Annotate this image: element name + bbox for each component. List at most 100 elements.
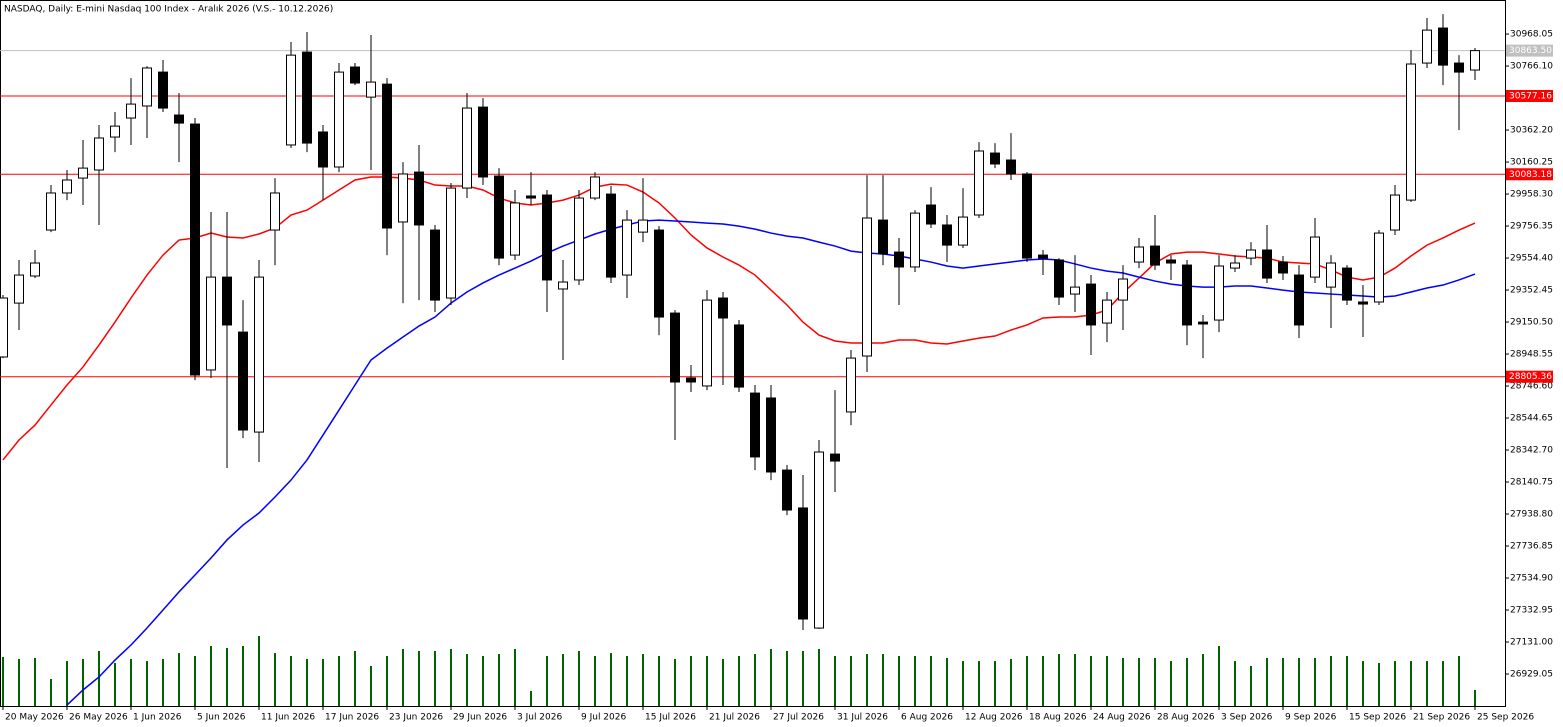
candle-body [334,71,344,168]
y-tick-label: 27736.85 [1510,542,1553,552]
y-tick-label: 27332.95 [1510,605,1553,615]
x-tick-label: 3 Sep 2026 [1221,713,1273,723]
candle-body [382,83,392,229]
candle-body [622,219,632,276]
candle-body [62,179,72,194]
candle-body [78,167,88,179]
candle-body [478,106,488,178]
candle-body [750,392,760,458]
candle-body [254,276,264,433]
y-tick-label: 27938.80 [1510,510,1553,520]
y-tick-label: 28746.60 [1510,382,1553,392]
x-tick-label: 1 Jun 2026 [133,713,182,723]
candle-body [1182,264,1192,326]
candle-body [126,103,136,119]
candle-body [286,54,296,146]
candle-body [30,262,40,277]
candle-body [1454,62,1464,73]
candle-body [942,224,952,246]
candle-body [1198,321,1208,325]
x-tick-label: 23 Jun 2026 [389,713,443,723]
candle-body [670,312,680,383]
y-tick-label: 26929.05 [1510,669,1553,679]
x-tick-label: 3 Jul 2026 [517,713,562,723]
candle-body [1086,283,1096,326]
candle-body [398,173,408,223]
moving-average [2,176,1476,461]
x-tick-label: 21 Jul 2026 [709,713,760,723]
y-tick-label: 30362.20 [1510,126,1553,136]
candle-body [862,217,872,357]
level-tag [1506,89,1553,102]
candle-body [46,192,56,231]
plot-frame [0,0,1506,707]
x-tick-label: 31 Jul 2026 [837,713,888,723]
candle-body [302,51,312,144]
x-tick-label: 25 Sep 2026 [1477,713,1534,723]
candle-body [1166,259,1176,264]
candle-body [1230,262,1240,269]
chart-title: NASDAQ, Daily: E-mini Nasdaq 100 Index -… [4,5,333,15]
level-label: 30577.16 [1509,91,1552,101]
candle-body [1150,245,1160,266]
candle-body [1294,274,1304,326]
candle-body [1406,63,1416,201]
candle-body [878,219,888,255]
candle-body [1070,286,1080,295]
candle-body [174,114,184,124]
candle-body [590,176,600,199]
y-tick-label: 28948.55 [1510,350,1553,360]
candle-body [1326,262,1336,288]
level-label: 30083.18 [1509,170,1552,180]
y-tick-label: 30968.05 [1510,30,1553,40]
y-tick-label: 28140.75 [1510,478,1553,488]
candle-body [1054,259,1064,298]
candle-body [846,357,856,413]
y-tick-label: 29150.50 [1510,318,1553,328]
x-tick-label: 29 Jun 2026 [453,713,507,723]
y-tick-label: 28544.65 [1510,414,1553,424]
candle-body [494,175,504,259]
level-tag [1506,370,1553,383]
candle-body [1342,267,1352,301]
candle-body [910,212,920,268]
candle-body [766,397,776,473]
x-tick-label: 9 Jul 2026 [581,713,626,723]
candle-body [414,171,424,226]
candle-body [1102,299,1112,324]
candle-body [1470,50,1480,71]
candle-body [1310,236,1320,278]
candle-body [990,152,1000,165]
x-tick-label: 18 Aug 2026 [1029,713,1087,723]
candle-body [734,324,744,388]
candle-body [110,125,120,138]
y-tick-label: 29958.30 [1510,190,1553,200]
candle-body [1422,29,1432,64]
candle-body [558,281,568,290]
candle-body [574,197,584,281]
candle-body [1022,173,1032,259]
level-label: 30863.50 [1509,46,1552,56]
candle-body [462,107,472,189]
x-tick-label: 9 Sep 2026 [1285,713,1337,723]
x-tick-label: 26 May 2026 [69,713,128,723]
x-tick-label: 5 Jun 2026 [197,713,246,723]
candle-body [798,507,808,620]
candle-body [1390,194,1400,231]
candle-body [1246,249,1256,259]
y-tick-label: 30766.10 [1510,62,1553,72]
candle-body [1278,261,1288,274]
x-tick-label: 24 Aug 2026 [1093,713,1151,723]
candle-body [350,66,360,84]
x-tick-label: 15 Jul 2026 [645,713,696,723]
candle-body [366,81,376,98]
candle-body [1438,27,1448,66]
candle-body [446,187,456,299]
candle-body [270,192,280,231]
moving-average [66,219,1476,706]
candle-body [814,451,824,629]
x-tick-label: 6 Aug 2026 [901,713,953,723]
x-tick-label: 15 Sep 2026 [1349,713,1406,723]
candle-body [142,67,152,107]
candle-body [894,251,904,268]
